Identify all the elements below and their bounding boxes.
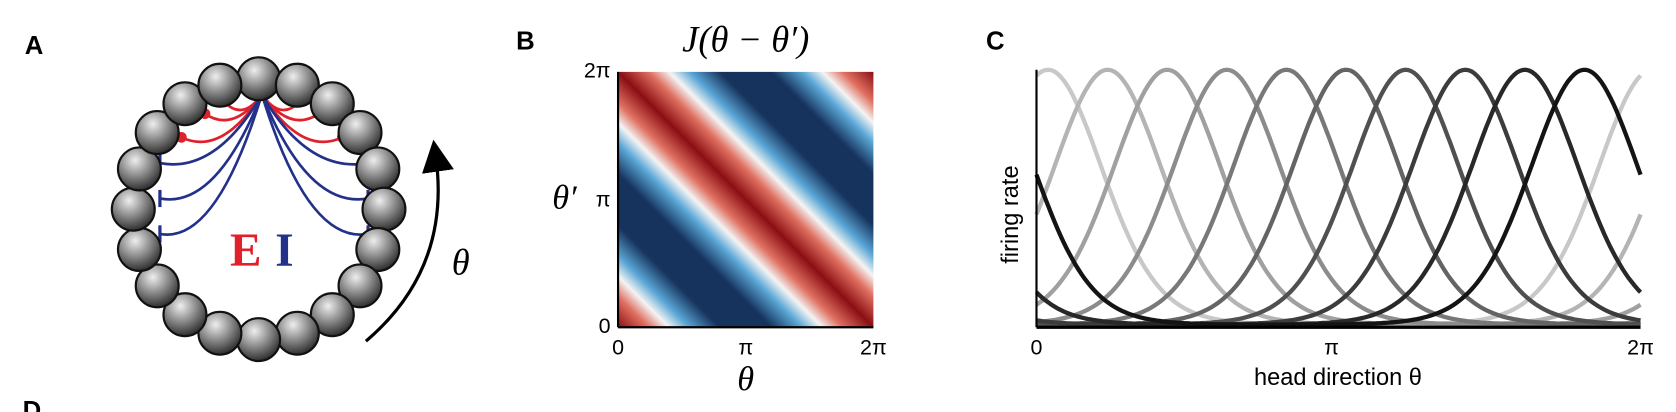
x-axis-label: head direction θ (1254, 365, 1422, 391)
tuning-curve (1036, 67, 1641, 327)
neuron (361, 186, 407, 232)
tuning-curves (1034, 67, 1643, 327)
neuron (197, 62, 243, 108)
neuron (162, 292, 208, 338)
x-tick-label: π (738, 335, 753, 359)
neuron (355, 146, 401, 192)
y-tick-label: π (596, 187, 611, 211)
y-tick-label: 2π (584, 59, 611, 83)
rotation-arrow (364, 139, 454, 343)
tuning-curve (1034, 67, 1643, 327)
connectivity-heatmap (618, 71, 874, 328)
ring-network (110, 56, 407, 363)
neuron (309, 81, 355, 127)
x-tick-label: π (1324, 335, 1339, 359)
inhibitory-connection (260, 93, 369, 201)
excitatory-label: E (230, 225, 261, 277)
x-tick-label: 2π (1627, 335, 1654, 359)
neuron (355, 226, 401, 273)
neuron (110, 186, 156, 232)
neuron (162, 81, 208, 127)
inhibitory-connection (159, 93, 264, 201)
inhibitory-label: I (275, 225, 293, 277)
neuron (309, 292, 355, 338)
neuron (134, 110, 180, 156)
neuron (236, 317, 282, 363)
panel-label: B (516, 28, 535, 56)
y-axis-label: firing rate (998, 165, 1024, 263)
neuron (274, 310, 320, 356)
neuron (337, 110, 383, 156)
panel-label: A (25, 32, 44, 60)
tuning-curve (1035, 67, 1643, 327)
neuron (197, 310, 243, 356)
panel-title: J(θ − θ′) (682, 19, 809, 59)
neuron (134, 263, 180, 309)
x-tick-label: 2π (860, 335, 887, 359)
panel-label: D (23, 397, 42, 412)
neuron (274, 62, 320, 108)
inhibitory-connection (159, 94, 264, 236)
x-tick-label: 0 (612, 335, 624, 359)
x-tick-label: 0 (1031, 335, 1043, 359)
neuron (116, 146, 162, 192)
theta-label: θ (452, 242, 470, 282)
x-axis-label: θ (737, 360, 754, 398)
y-axis-label: θ′ (552, 179, 577, 217)
y-tick-label: 0 (599, 314, 611, 338)
neuron (236, 56, 282, 102)
inhibitory-connection (260, 94, 369, 236)
inhibitory-connection (159, 93, 264, 166)
panel-label: C (986, 28, 1005, 56)
neuron (337, 263, 383, 309)
inhibitory-connection (260, 93, 369, 166)
neuron (116, 226, 162, 273)
